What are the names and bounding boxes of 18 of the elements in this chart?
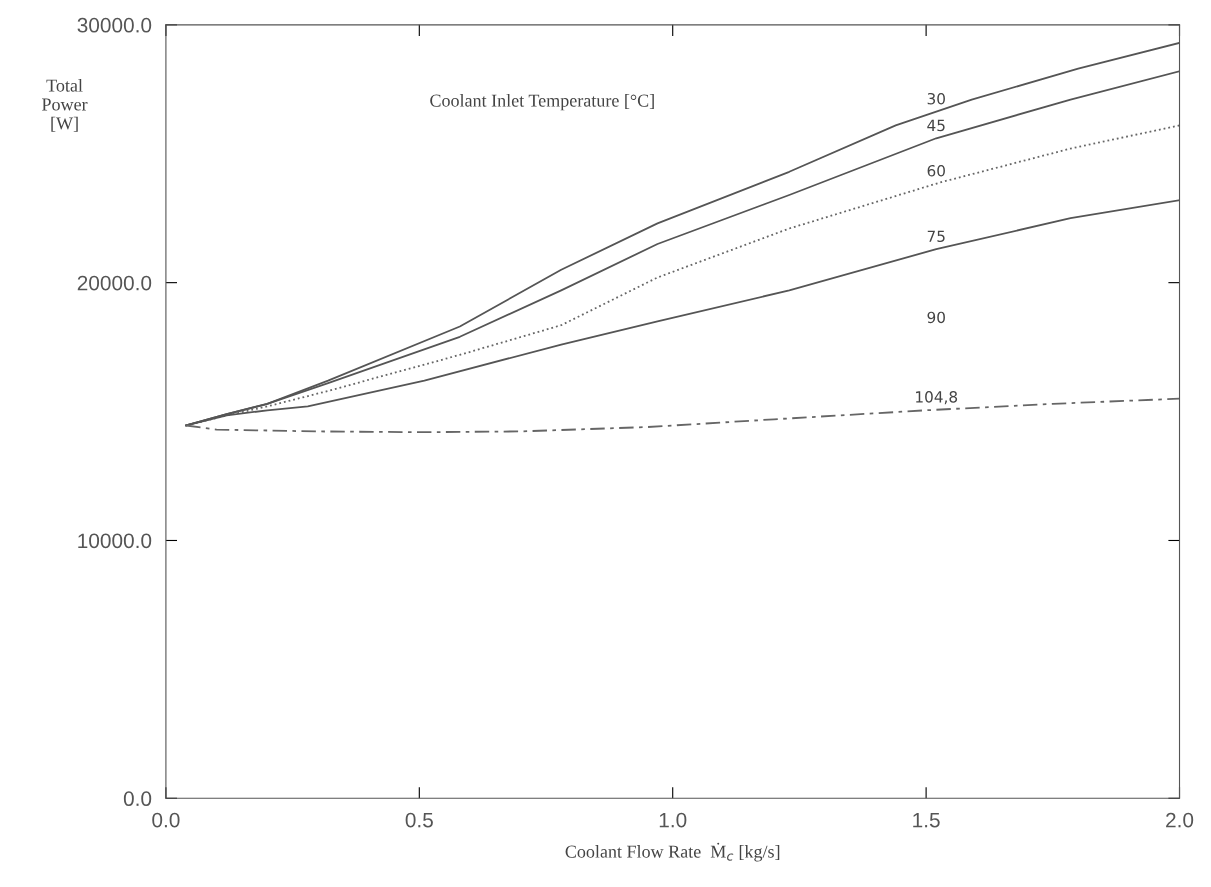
x-tick-label: 1.0 (659, 812, 687, 828)
series-label: 45 (927, 119, 945, 132)
x-tick-label: 0.0 (152, 812, 180, 828)
series-label: 60 (927, 164, 945, 177)
series-label: 30 (927, 92, 945, 105)
x-axis-title: Coolant Flow Rate Ṁ$_{c}$ [kg/s] (565, 842, 780, 862)
annotation: 90 (927, 311, 945, 324)
series-label: 104,8 (916, 391, 958, 405)
y-tick-label: 30000.0 (77, 17, 152, 33)
annotation: Coolant Inlet Temperature [°C] (430, 94, 654, 111)
y-tick-label: 0.0 (123, 791, 152, 807)
x-tick-label: 2.0 (1166, 812, 1194, 828)
y-tick-label: 20000.0 (77, 275, 152, 291)
series-label: 75 (927, 230, 945, 243)
y-axis-title: Total Power [W] (42, 78, 88, 132)
x-tick-label: 0.5 (405, 812, 433, 828)
x-tick-label: 1.5 (913, 812, 940, 828)
y-tick-label: 10000.0 (78, 533, 152, 549)
